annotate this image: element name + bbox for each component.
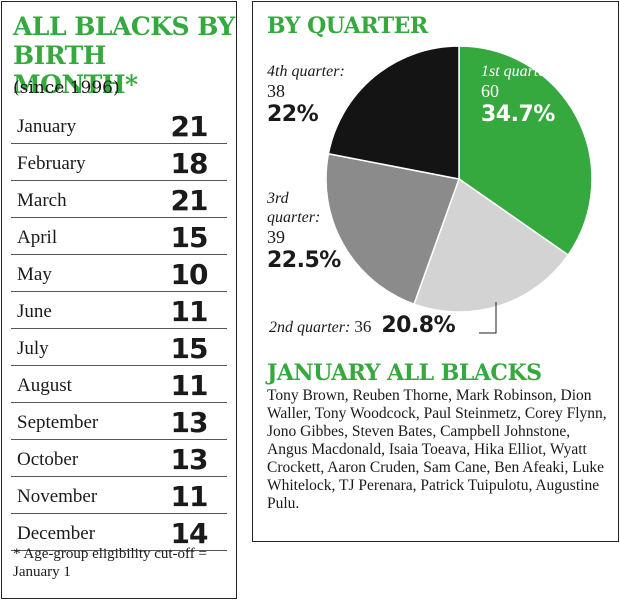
q4-label: 4th quarter: 38 22% <box>267 62 345 127</box>
month-row: May 10 <box>11 255 227 292</box>
q1-name: 1st quarter: <box>481 63 557 80</box>
month-name: November <box>17 486 98 507</box>
month-row: February 18 <box>11 144 227 181</box>
month-name: August <box>17 375 72 396</box>
month-name: April <box>17 227 58 248</box>
q2-label: 2nd quarter: 36 20.8% <box>269 313 456 338</box>
month-row: December 14 <box>11 514 227 551</box>
month-count: 21 <box>170 110 209 143</box>
q1-percent: 34.7% <box>481 102 555 127</box>
q4-name: 4th quarter: <box>267 63 345 80</box>
birth-month-title: ALL BLACKS BY BIRTH MONTH* <box>13 12 235 99</box>
q4-percent: 22% <box>267 102 319 127</box>
q1-slice <box>458 45 593 257</box>
quarter-pie-chart <box>325 45 593 334</box>
q2-percent: 20.8% <box>381 313 456 338</box>
month-name: January <box>17 116 77 137</box>
q3-name: 3rd quarter: <box>267 190 321 226</box>
month-row: January 21 <box>11 107 227 144</box>
month-count: 14 <box>170 517 209 550</box>
q2-leader-line <box>479 302 497 334</box>
quarter-title: BY QUARTER <box>267 13 428 39</box>
month-count: 11 <box>170 369 209 402</box>
q1-count: 60 <box>481 81 499 101</box>
january-title: JANUARY ALL BLACKS <box>267 360 542 386</box>
month-count: 15 <box>170 221 209 254</box>
month-count: 13 <box>170 443 209 476</box>
month-count: 18 <box>170 147 209 180</box>
month-name: December <box>17 523 96 544</box>
q2-count: 36 <box>354 317 372 336</box>
month-row: April 15 <box>11 218 227 255</box>
q4-count: 38 <box>267 81 285 101</box>
month-name: July <box>17 338 49 359</box>
q3-label: 3rd quarter: 39 22.5% <box>267 189 341 273</box>
month-row: November 11 <box>11 477 227 514</box>
q3-percent: 22.5% <box>267 248 341 273</box>
month-count: 11 <box>170 480 209 513</box>
q4-slice <box>327 45 460 180</box>
quarter-panel: BY QUARTER 1st quarter: 60 34.7% 4th qua… <box>252 1 619 542</box>
month-row: September 13 <box>11 403 227 440</box>
month-count: 10 <box>170 258 209 291</box>
q2-slice <box>413 177 570 313</box>
birth-month-panel: ALL BLACKS BY BIRTH MONTH* (since 1996) … <box>1 1 237 599</box>
month-name: October <box>17 449 79 470</box>
month-name: February <box>17 153 86 174</box>
birth-month-subtitle: (since 1996) <box>13 78 120 98</box>
month-name: September <box>17 412 99 433</box>
month-row: July 15 <box>11 329 227 366</box>
month-count: 21 <box>170 184 209 217</box>
month-row: March 21 <box>11 181 227 218</box>
q2-name: 2nd quarter: <box>269 319 351 336</box>
month-name: May <box>17 264 52 285</box>
january-names: Tony Brown, Reuben Thorne, Mark Robinson… <box>267 387 607 512</box>
month-count: 11 <box>170 295 209 328</box>
month-count: 15 <box>170 332 209 365</box>
month-row: August 11 <box>11 366 227 403</box>
month-count: 13 <box>170 406 209 439</box>
q3-count: 39 <box>267 227 285 247</box>
month-name: June <box>17 301 52 322</box>
footnote: * Age-group eligibility cut-off = Januar… <box>13 546 207 580</box>
q3-slice <box>325 152 461 306</box>
month-row: June 11 <box>11 292 227 329</box>
month-row: October 13 <box>11 440 227 477</box>
month-name: March <box>17 190 67 211</box>
q1-label: 1st quarter: 60 34.7% <box>481 62 557 127</box>
